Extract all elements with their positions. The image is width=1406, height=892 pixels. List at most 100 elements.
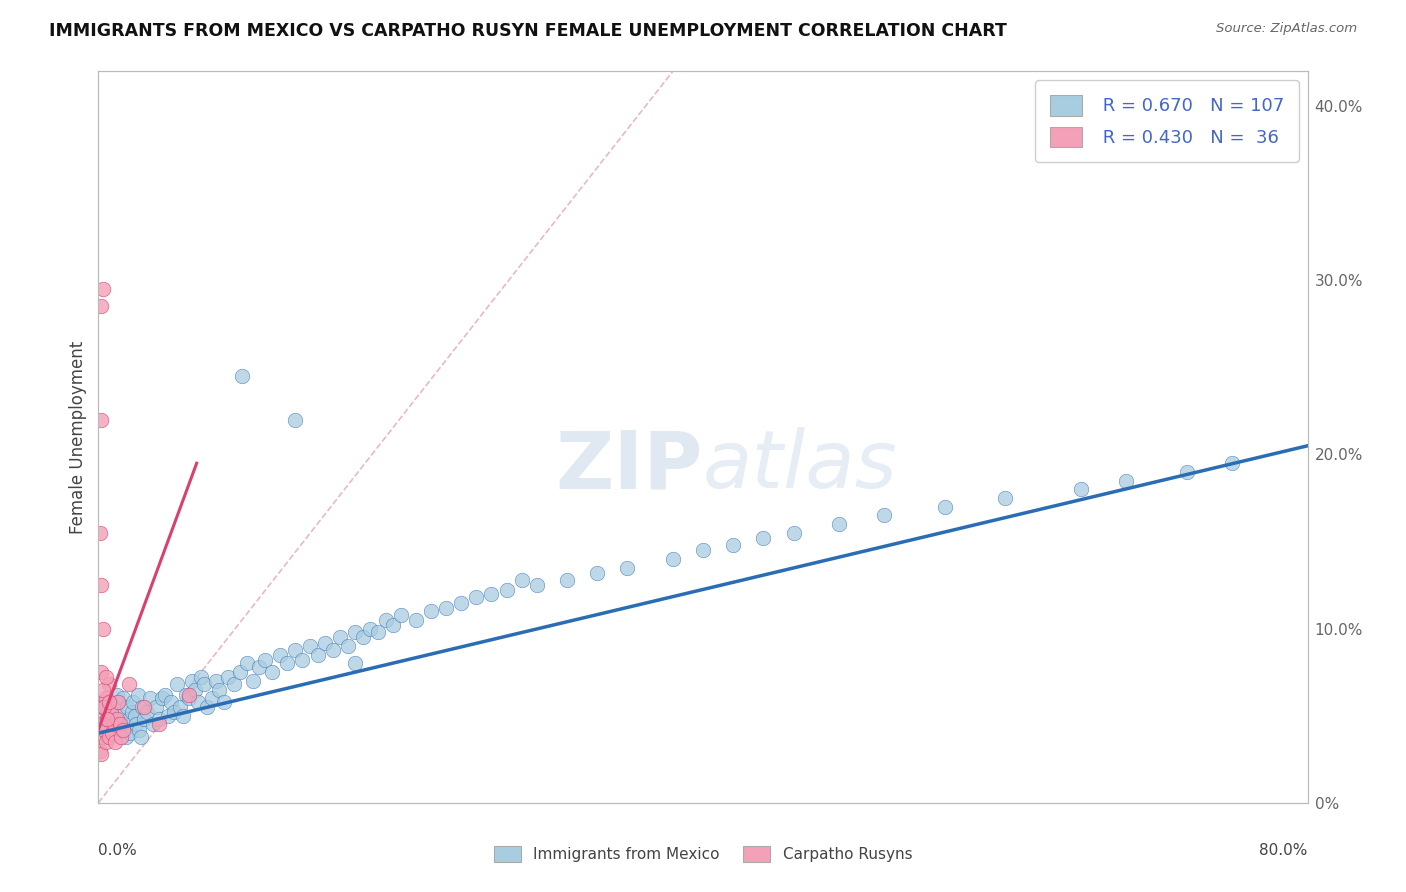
Point <box>247 660 270 674</box>
Point <box>783 525 806 540</box>
Point <box>105 688 128 702</box>
Point <box>150 691 173 706</box>
Point <box>94 723 117 737</box>
Point <box>96 712 118 726</box>
Point <box>229 665 252 680</box>
Point <box>89 743 111 757</box>
Point <box>723 538 745 552</box>
Point <box>98 695 121 709</box>
Point <box>90 708 112 723</box>
Point <box>114 730 136 744</box>
Point <box>586 566 609 580</box>
Point <box>1115 474 1137 488</box>
Point <box>181 673 204 688</box>
Point <box>828 517 851 532</box>
Point <box>934 500 956 514</box>
Point <box>90 578 112 592</box>
Point <box>284 412 307 426</box>
Point <box>195 700 218 714</box>
Point <box>212 695 235 709</box>
Point <box>166 677 188 691</box>
Point <box>148 712 170 726</box>
Point <box>994 491 1017 505</box>
Point <box>96 730 118 744</box>
Point <box>450 595 472 609</box>
Point <box>98 677 121 691</box>
Point <box>101 726 124 740</box>
Point <box>90 665 112 680</box>
Legend: Immigrants from Mexico, Carpatho Rusyns: Immigrants from Mexico, Carpatho Rusyns <box>488 840 918 868</box>
Point <box>291 653 314 667</box>
Point <box>132 712 155 726</box>
Point <box>118 677 141 691</box>
Point <box>299 639 322 653</box>
Point <box>510 573 533 587</box>
Point <box>555 573 578 587</box>
Point <box>125 717 148 731</box>
Point <box>276 657 298 671</box>
Point <box>179 691 201 706</box>
Point <box>405 613 427 627</box>
Point <box>108 708 131 723</box>
Point <box>224 677 246 691</box>
Point <box>91 622 114 636</box>
Point <box>110 730 132 744</box>
Point <box>344 657 367 671</box>
Point <box>91 700 114 714</box>
Text: ZIP: ZIP <box>555 427 703 506</box>
Point <box>307 648 329 662</box>
Point <box>873 508 896 523</box>
Point <box>120 726 142 740</box>
Point <box>105 712 128 726</box>
Point <box>465 591 488 605</box>
Point <box>156 708 179 723</box>
Point <box>91 700 114 714</box>
Point <box>107 695 129 709</box>
Point <box>100 705 122 719</box>
Point <box>160 695 183 709</box>
Point <box>201 691 224 706</box>
Point <box>115 700 138 714</box>
Point <box>132 700 155 714</box>
Point <box>231 369 253 384</box>
Point <box>112 723 135 737</box>
Point <box>127 688 149 702</box>
Point <box>253 653 276 667</box>
Text: IMMIGRANTS FROM MEXICO VS CARPATHO RUSYN FEMALE UNEMPLOYMENT CORRELATION CHART: IMMIGRANTS FROM MEXICO VS CARPATHO RUSYN… <box>49 22 1007 40</box>
Point <box>269 648 291 662</box>
Point <box>434 600 457 615</box>
Point <box>145 700 167 714</box>
Point <box>107 695 129 709</box>
Point <box>374 613 396 627</box>
Point <box>91 282 114 296</box>
Point <box>91 682 114 697</box>
Point <box>93 723 115 737</box>
Point <box>122 695 145 709</box>
Point <box>217 670 239 684</box>
Point <box>110 717 132 731</box>
Point <box>142 717 165 731</box>
Point <box>91 730 114 744</box>
Point <box>111 723 134 737</box>
Point <box>131 700 153 714</box>
Point <box>616 560 638 574</box>
Point <box>352 631 374 645</box>
Y-axis label: Female Unemployment: Female Unemployment <box>69 341 87 533</box>
Point <box>90 717 112 731</box>
Point <box>752 531 775 545</box>
Point <box>96 712 118 726</box>
Point <box>184 682 207 697</box>
Point <box>100 705 122 719</box>
Point <box>98 717 121 731</box>
Point <box>98 730 121 744</box>
Point <box>89 525 111 540</box>
Point <box>101 726 124 740</box>
Point <box>93 695 115 709</box>
Point <box>495 583 517 598</box>
Point <box>93 700 115 714</box>
Point <box>205 673 228 688</box>
Point <box>94 670 117 684</box>
Point <box>208 682 231 697</box>
Point <box>190 670 212 684</box>
Point <box>94 691 117 706</box>
